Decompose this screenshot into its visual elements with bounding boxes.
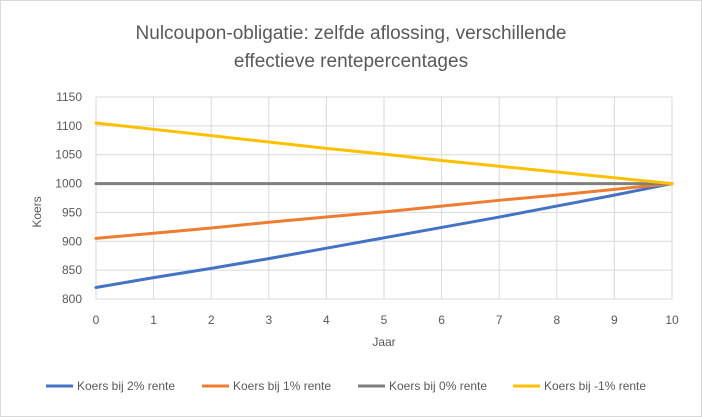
x-tick-label: 8 (553, 313, 560, 327)
x-tick-label: 1 (150, 313, 157, 327)
y-tick-label: 1100 (56, 119, 82, 133)
series-line-0 (94, 182, 674, 289)
legend-label-2: Koers bij 0% rente (389, 379, 487, 393)
x-tick-label: 0 (93, 313, 100, 327)
y-axis-ticks: 800 850 900 950 1000 1050 1100 1150 (55, 90, 82, 306)
x-tick-label: 4 (323, 313, 330, 327)
x-tick-label: 3 (265, 313, 272, 327)
chart-title-line-1: Nulcoupon-obligatie: zelfde aflossing, v… (136, 23, 567, 44)
y-tick-label: 1000 (55, 177, 82, 191)
legend-label-0: Koers bij 2% rente (77, 379, 175, 393)
series-line-1 (94, 182, 674, 240)
y-tick-label: 850 (62, 263, 82, 277)
x-tick-label: 7 (496, 313, 503, 327)
x-tick-label: 10 (665, 313, 679, 327)
legend-label-1: Koers bij 1% rente (233, 379, 331, 393)
series-lines (94, 121, 674, 289)
y-tick-label: 800 (62, 292, 82, 306)
y-tick-label: 950 (62, 205, 82, 219)
y-tick-label: 1050 (55, 148, 82, 162)
x-tick-label: 6 (438, 313, 445, 327)
x-axis-label: Jaar (372, 335, 395, 349)
chart-title-line-2: effectieve rentepercentages (234, 51, 468, 72)
legend: Koers bij 2% rente Koers bij 1% rente Koer… (46, 379, 646, 393)
series-line-3 (94, 121, 674, 186)
x-tick-label: 2 (208, 313, 215, 327)
y-tick-label: 900 (62, 234, 82, 248)
x-axis-ticks: 0 1 2 3 4 5 6 7 8 9 10 (93, 313, 679, 327)
x-tick-label: 9 (611, 313, 618, 327)
y-axis-label: Koers (30, 196, 44, 227)
y-tick-label: 1150 (56, 90, 82, 104)
legend-label-3: Koers bij -1% rente (544, 379, 646, 393)
gridlines (95, 96, 673, 300)
x-tick-label: 5 (381, 313, 388, 327)
